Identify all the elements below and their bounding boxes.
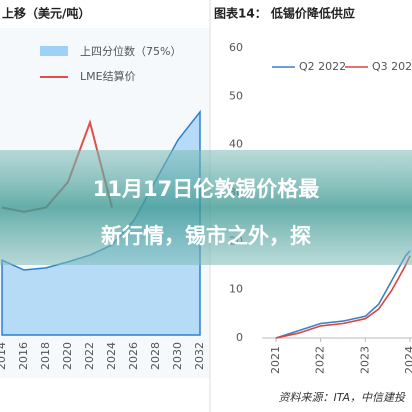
y-tick-label: 50: [229, 89, 243, 102]
x-tick-label: 2023: [358, 346, 371, 374]
x-tick-label: 2022: [83, 342, 96, 370]
line: [275, 255, 411, 339]
overlay-band: [0, 150, 412, 265]
x-tick-label: 2022: [314, 346, 327, 374]
chart-title: 上移（美元/吨）: [2, 6, 90, 21]
charts: 上移（美元/吨） 2014 2016 2018 2020 2022 2024 2026 2028…: [0, 6, 412, 374]
x-tick-label: 2032: [193, 342, 206, 370]
y-tick-label: 60: [229, 41, 243, 54]
legend-label: Q3 2022: [372, 60, 412, 73]
x-tick-label: 2018: [39, 342, 52, 370]
x-tick-label: 2024: [105, 342, 118, 370]
x-tick-label: 2028: [149, 342, 162, 370]
y-tick-label: 0: [236, 331, 243, 344]
x-tick-label: 2020: [61, 342, 74, 370]
x-tick-label: 2030: [171, 342, 184, 370]
x-tick-label: 2021: [269, 346, 282, 374]
chart-title: 图表14： 低锡价降低供应: [214, 6, 355, 21]
x-tick-label: 2014: [0, 342, 8, 370]
x-tick-label: 2016: [17, 342, 30, 370]
legend-label: LME结算价: [80, 69, 136, 83]
legend-label: Q2 2022: [299, 60, 346, 73]
x-tick-label: 2024: [403, 346, 412, 374]
overlay-title: 11月17日伦敦锡价格最: [93, 177, 320, 201]
source: 资料来源：ITA，中信建投: [279, 391, 406, 404]
legend-swatch: [40, 46, 68, 56]
y-tick-label: 10: [229, 283, 243, 296]
y-tick-label: 40: [229, 138, 243, 151]
x-tick-label: 2026: [127, 342, 140, 370]
legend-label: 上四分位数（75%）: [80, 44, 181, 58]
overlay-title: 新行情，锡市之外，探: [101, 224, 311, 248]
